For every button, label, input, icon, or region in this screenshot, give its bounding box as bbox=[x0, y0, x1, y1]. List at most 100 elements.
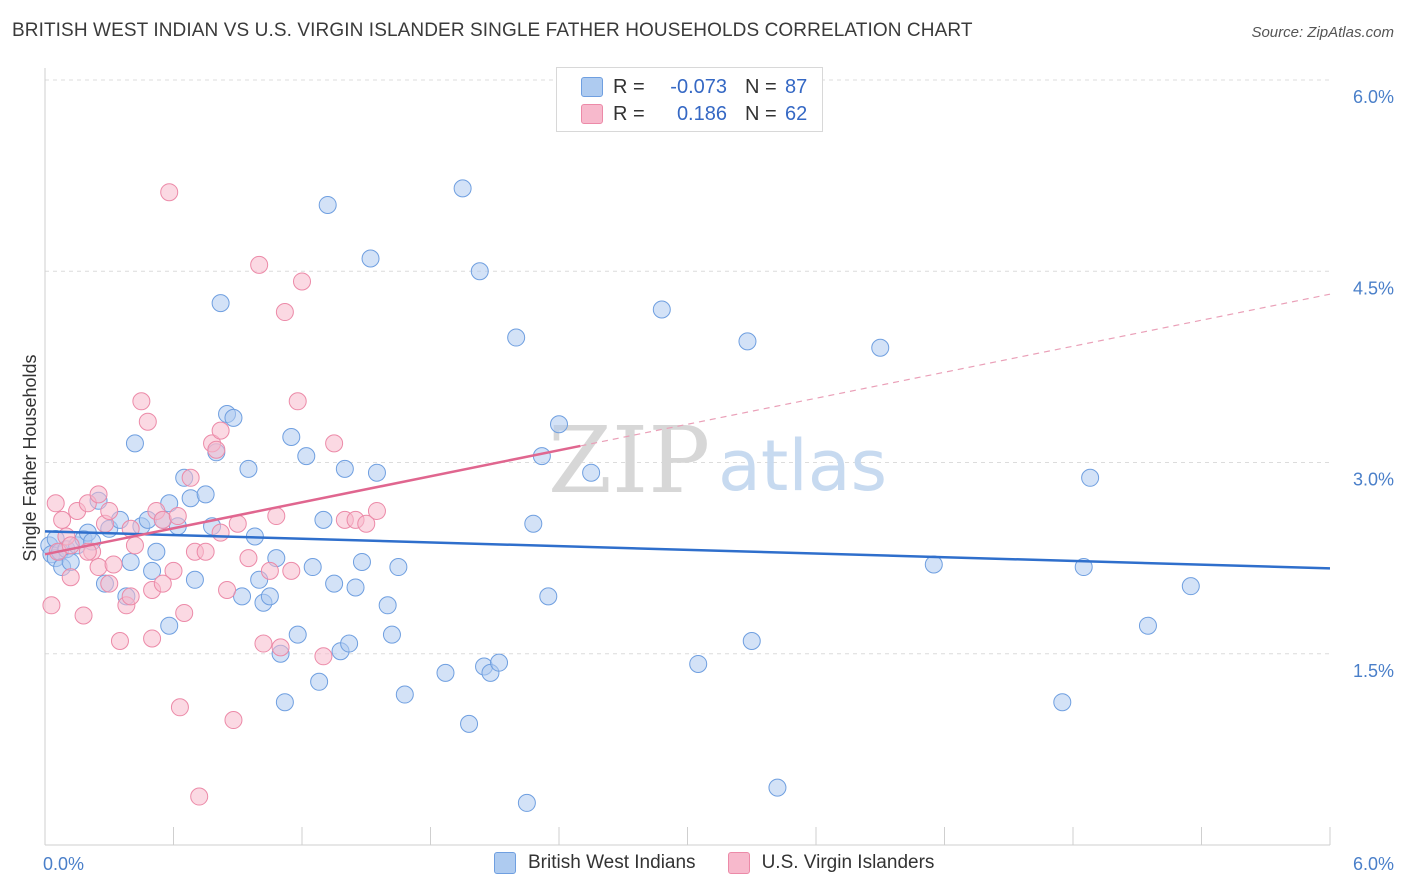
data-point-us-virgin-islander bbox=[100, 501, 119, 520]
data-point-us-virgin-islander bbox=[164, 561, 183, 580]
data-point-british-west-indian bbox=[1181, 577, 1200, 596]
data-point-british-west-indian bbox=[539, 587, 558, 606]
data-point-us-virgin-islander bbox=[89, 485, 108, 504]
data-point-us-virgin-islander bbox=[175, 603, 194, 622]
data-point-british-west-indian bbox=[453, 179, 472, 198]
data-point-british-west-indian bbox=[181, 489, 200, 508]
data-point-us-virgin-islander bbox=[181, 468, 200, 487]
trend-line-extension bbox=[580, 293, 1331, 447]
data-point-british-west-indian bbox=[382, 625, 401, 644]
data-point-british-west-indian bbox=[233, 587, 252, 606]
data-point-us-virgin-islander bbox=[132, 392, 151, 411]
legend-r-value: -0.073 bbox=[670, 75, 727, 98]
watermark-zip: ZIP bbox=[548, 407, 710, 514]
data-point-british-west-indian bbox=[738, 332, 757, 351]
legend-r-label: R = bbox=[613, 102, 645, 125]
legend-n-label: N = bbox=[745, 75, 777, 98]
data-point-british-west-indian bbox=[288, 625, 307, 644]
trend-line-british-west-indians bbox=[44, 530, 1331, 570]
data-point-british-west-indian bbox=[395, 685, 414, 704]
data-point-us-virgin-islander bbox=[89, 558, 108, 577]
data-point-us-virgin-islander bbox=[121, 587, 140, 606]
data-point-british-west-indian bbox=[582, 463, 601, 482]
data-point-us-virgin-islander bbox=[207, 440, 226, 459]
data-point-british-west-indian bbox=[318, 195, 337, 214]
legend-swatch-pink bbox=[727, 852, 750, 874]
data-point-british-west-indian bbox=[143, 561, 162, 580]
data-point-british-west-indian bbox=[211, 294, 230, 313]
data-point-us-virgin-islander bbox=[271, 638, 290, 657]
data-point-british-west-indian bbox=[185, 570, 204, 589]
legend-r-label: R = bbox=[613, 75, 645, 98]
watermark-atlas: atlas bbox=[718, 425, 887, 507]
data-point-us-virgin-islander bbox=[250, 255, 269, 274]
data-point-us-virgin-islander bbox=[218, 581, 237, 599]
data-point-british-west-indian bbox=[652, 300, 671, 319]
data-point-british-west-indian bbox=[346, 578, 365, 597]
data-point-us-virgin-islander bbox=[275, 303, 294, 322]
data-point-british-west-indian bbox=[490, 653, 509, 672]
data-point-british-west-indian bbox=[314, 510, 333, 529]
axes bbox=[44, 68, 1331, 846]
data-point-us-virgin-islander bbox=[46, 494, 65, 513]
data-point-british-west-indian bbox=[260, 587, 279, 606]
legend-row-british-west-indians: R = -0.073 N = 87 bbox=[581, 74, 807, 100]
data-point-british-west-indian bbox=[460, 714, 479, 733]
data-point-british-west-indian bbox=[239, 459, 258, 478]
trend-lines bbox=[44, 293, 1331, 570]
data-point-british-west-indian bbox=[310, 672, 329, 691]
data-point-us-virgin-islander bbox=[211, 421, 230, 440]
data-point-british-west-indian bbox=[147, 542, 166, 561]
x-tick-label: 0.0% bbox=[43, 854, 84, 874]
data-point-british-west-indian bbox=[1138, 616, 1157, 635]
stats-legend: R = -0.073 N = 87 R = 0.186 N = 62 bbox=[556, 67, 823, 132]
data-point-british-west-indian bbox=[689, 654, 708, 673]
data-point-us-virgin-islander bbox=[100, 574, 119, 593]
data-point-us-virgin-islander bbox=[267, 507, 286, 526]
data-point-british-west-indian bbox=[196, 485, 215, 504]
legend-row-us-virgin-islanders: R = 0.186 N = 62 bbox=[581, 101, 807, 127]
data-point-us-virgin-islander bbox=[61, 568, 80, 587]
data-point-us-virgin-islander bbox=[110, 632, 129, 650]
data-point-british-west-indian bbox=[1053, 693, 1072, 712]
legend-swatch-blue bbox=[494, 852, 516, 874]
data-point-us-virgin-islander bbox=[367, 501, 386, 520]
data-point-british-west-indian bbox=[303, 558, 322, 577]
data-point-british-west-indian bbox=[389, 558, 408, 577]
data-point-us-virgin-islander bbox=[42, 596, 61, 615]
data-point-us-virgin-islander bbox=[293, 272, 311, 291]
data-point-us-virgin-islander bbox=[160, 183, 179, 202]
data-point-british-west-indian bbox=[361, 249, 380, 268]
data-point-us-virgin-islander bbox=[260, 561, 279, 580]
data-point-british-west-indian bbox=[335, 459, 354, 478]
legend-n-label: N = bbox=[745, 102, 777, 125]
data-point-british-west-indian bbox=[768, 778, 787, 797]
data-point-british-west-indian bbox=[507, 328, 526, 347]
data-point-british-west-indian bbox=[550, 415, 568, 434]
data-point-british-west-indian bbox=[924, 555, 943, 574]
data-point-us-virgin-islander bbox=[282, 561, 301, 580]
data-point-british-west-indian bbox=[352, 552, 371, 571]
data-point-british-west-indian bbox=[224, 408, 243, 427]
legend-n-value: 62 bbox=[785, 102, 808, 125]
data-point-british-west-indian bbox=[871, 338, 890, 357]
data-point-us-virgin-islander bbox=[325, 434, 344, 453]
data-point-british-west-indian bbox=[125, 434, 144, 453]
data-point-british-west-indian bbox=[340, 634, 359, 653]
data-point-british-west-indian bbox=[742, 632, 761, 650]
data-point-us-virgin-islander bbox=[211, 523, 230, 542]
legend-r-value: 0.186 bbox=[676, 102, 727, 125]
legend-swatch-blue bbox=[581, 77, 603, 97]
x-tick-label: 6.0% bbox=[1353, 854, 1394, 874]
legend-n-value: 87 bbox=[785, 75, 808, 98]
data-point-british-west-indian bbox=[367, 463, 386, 482]
data-point-british-west-indian bbox=[524, 514, 543, 533]
legend-label: British West Indians bbox=[528, 852, 696, 873]
source-credit: Source: ZipAtlas.com bbox=[1251, 24, 1394, 41]
data-point-us-virgin-islander bbox=[138, 412, 157, 431]
y-tick-label: 1.5% bbox=[1353, 661, 1394, 681]
data-point-us-virgin-islander bbox=[239, 549, 258, 568]
data-point-us-virgin-islander bbox=[254, 634, 273, 653]
data-point-british-west-indian bbox=[378, 596, 397, 615]
